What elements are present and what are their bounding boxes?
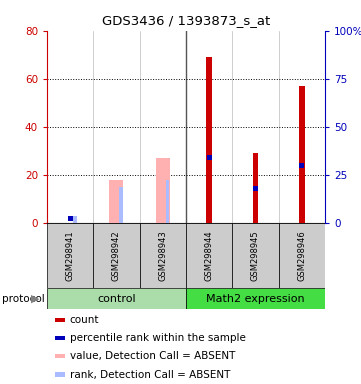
- Text: control: control: [97, 293, 136, 304]
- Bar: [109, 180, 123, 223]
- Bar: [73, 218, 77, 223]
- Text: percentile rank within the sample: percentile rank within the sample: [70, 333, 245, 343]
- Bar: [140, 223, 186, 288]
- Bar: [232, 223, 279, 288]
- Text: GSM298943: GSM298943: [158, 230, 167, 281]
- Text: GSM298945: GSM298945: [251, 230, 260, 281]
- Bar: [253, 153, 258, 223]
- Text: GSM298944: GSM298944: [205, 230, 214, 281]
- Bar: [119, 192, 123, 196]
- Bar: [55, 372, 65, 377]
- Bar: [186, 288, 325, 309]
- Bar: [299, 163, 304, 167]
- Title: GDS3436 / 1393873_s_at: GDS3436 / 1393873_s_at: [102, 14, 270, 27]
- Bar: [55, 318, 65, 322]
- Bar: [55, 336, 65, 340]
- Text: value, Detection Call = ABSENT: value, Detection Call = ABSENT: [70, 351, 235, 361]
- Bar: [253, 186, 258, 190]
- Text: protocol: protocol: [2, 293, 44, 304]
- Text: ▶: ▶: [31, 293, 39, 304]
- Text: count: count: [70, 315, 99, 325]
- Bar: [156, 158, 170, 223]
- Bar: [206, 155, 212, 160]
- Text: GSM298941: GSM298941: [66, 230, 75, 281]
- Bar: [299, 86, 305, 223]
- Bar: [166, 186, 169, 190]
- Bar: [93, 223, 140, 288]
- Bar: [119, 187, 123, 223]
- Bar: [279, 223, 325, 288]
- Bar: [47, 288, 186, 309]
- Bar: [73, 217, 77, 221]
- Bar: [206, 57, 212, 223]
- Text: GSM298942: GSM298942: [112, 230, 121, 281]
- Bar: [47, 223, 93, 288]
- Text: Math2 expression: Math2 expression: [206, 293, 305, 304]
- Bar: [68, 217, 73, 221]
- Text: rank, Detection Call = ABSENT: rank, Detection Call = ABSENT: [70, 369, 230, 379]
- Text: GSM298946: GSM298946: [297, 230, 306, 281]
- Bar: [55, 354, 65, 359]
- Bar: [166, 180, 169, 223]
- Bar: [186, 223, 232, 288]
